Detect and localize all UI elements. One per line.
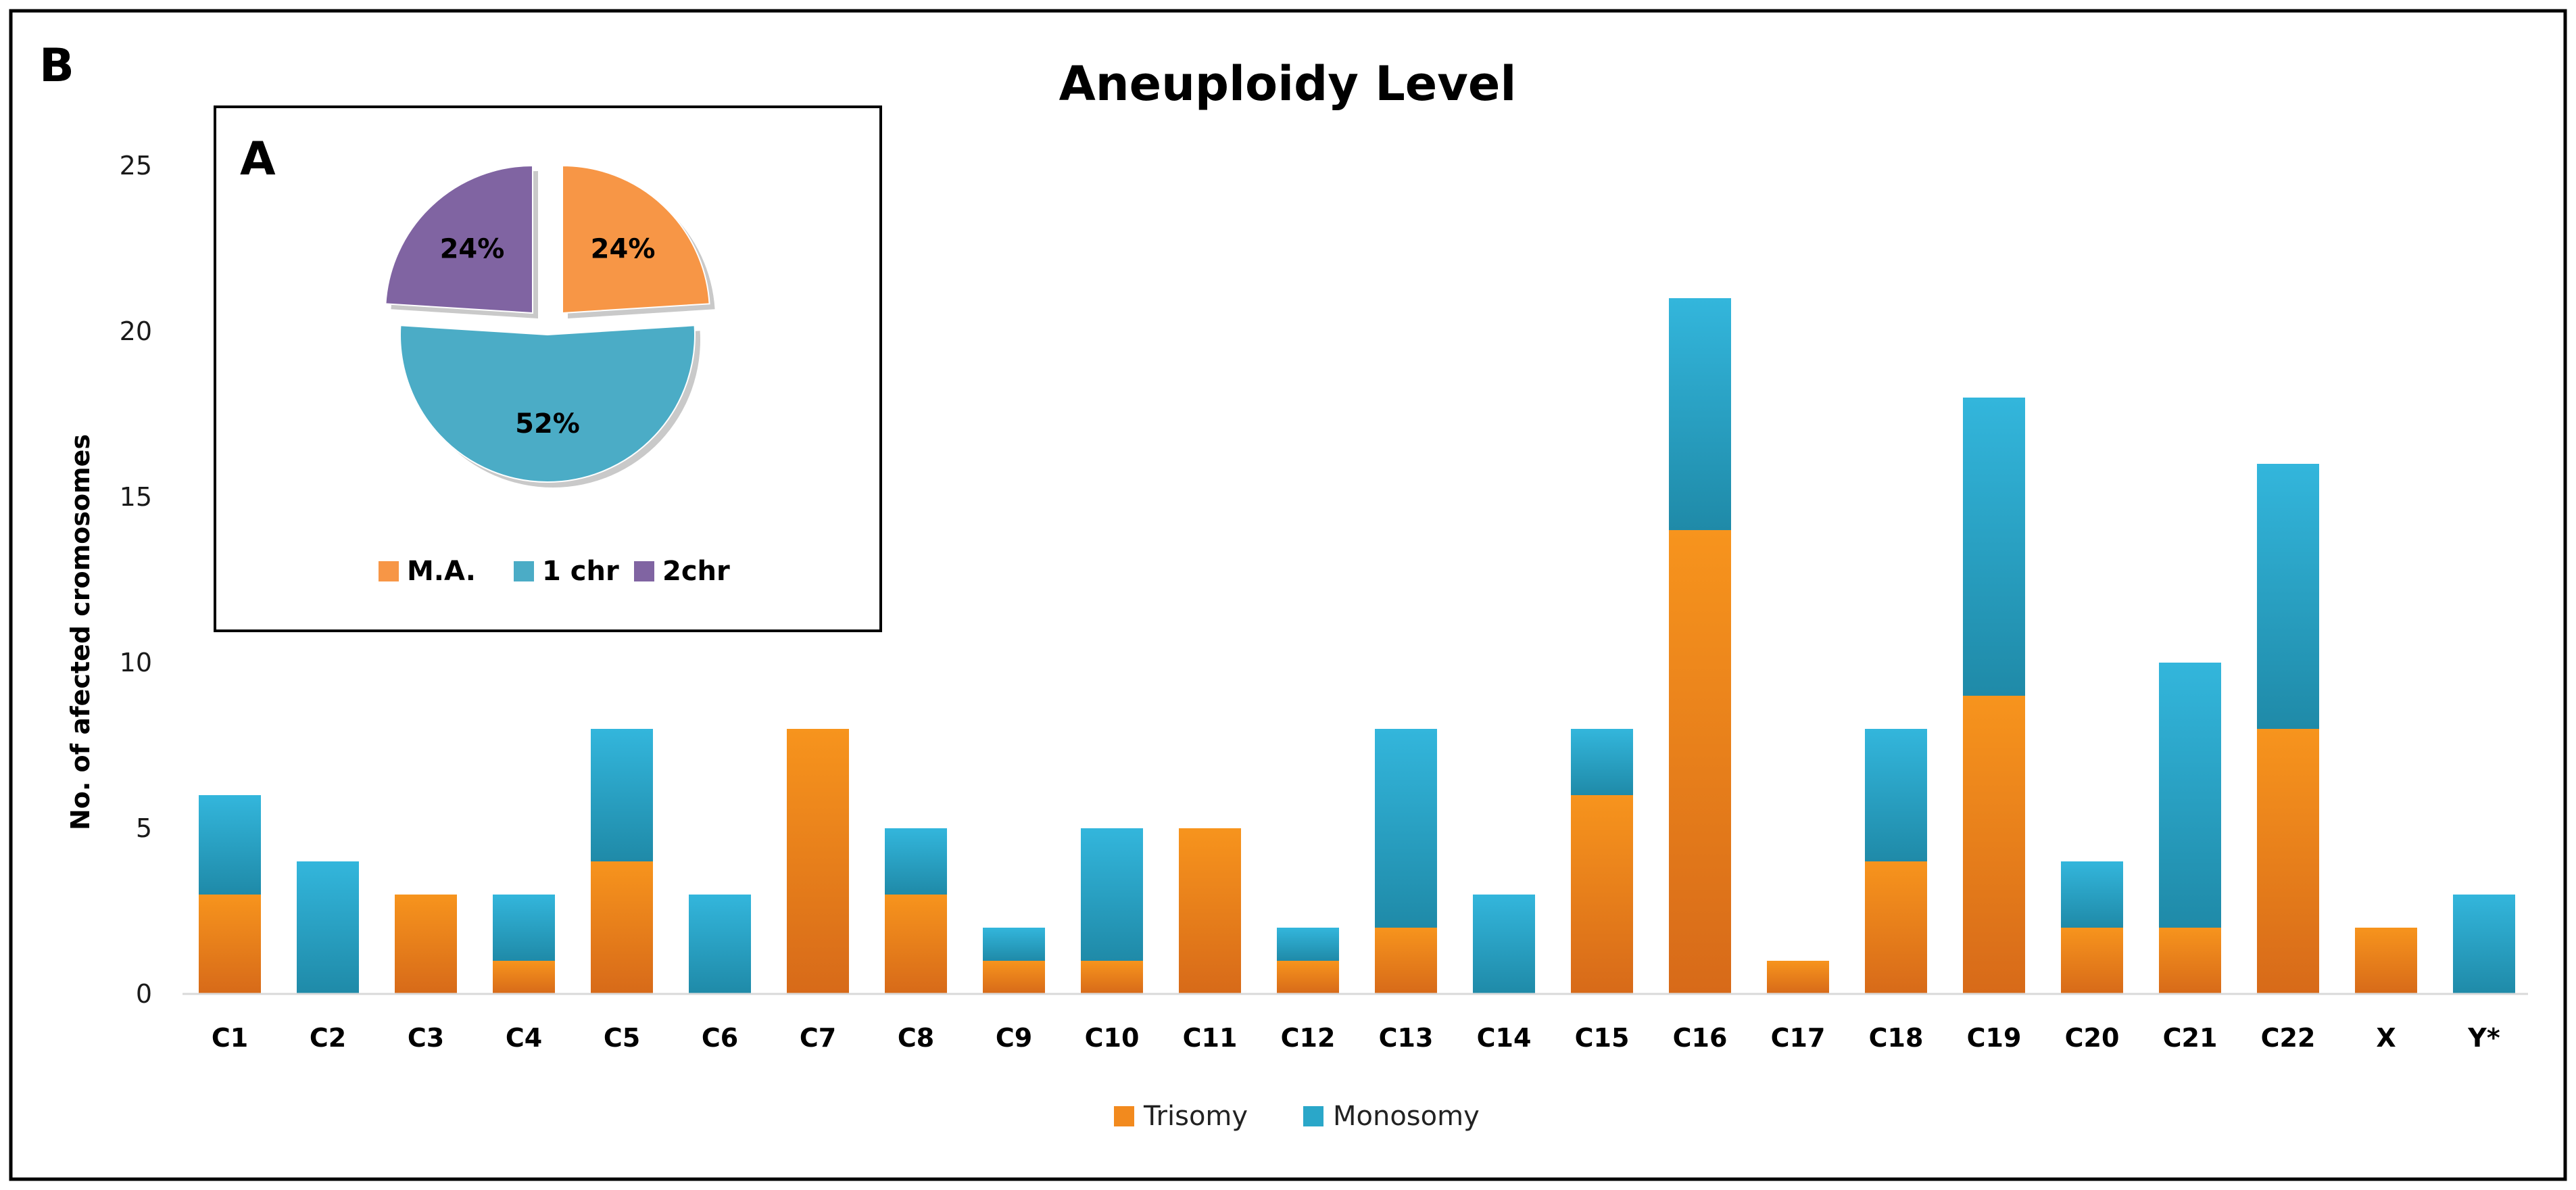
pie-slice-1chr (399, 325, 696, 483)
y-tick-label: 15 (120, 482, 152, 512)
x-tick-label: C2 (310, 1023, 346, 1053)
bar-monosomy-c18 (1865, 729, 1927, 861)
y-tick-label: 25 (120, 151, 152, 181)
pie-slice-2chr (385, 164, 533, 314)
bar-trisomy-c19 (1963, 696, 2025, 994)
x-tick-label: C12 (1281, 1023, 1336, 1053)
bar-trisomy-c12 (1277, 961, 1339, 994)
pie-label-2chr: 24% (440, 234, 505, 265)
panel-label-b: B (39, 39, 74, 93)
bar-monosomy-c5 (591, 729, 653, 861)
pie-slice-ma (562, 164, 710, 314)
x-tick-label: C14 (1477, 1023, 1532, 1053)
x-tick-label: C9 (996, 1023, 1032, 1053)
bar-monosomy-c14 (1473, 895, 1535, 994)
bar-trisomy-c17 (1767, 961, 1829, 994)
x-tick-label: C5 (604, 1023, 640, 1053)
bar-monosomy-c8 (885, 828, 947, 895)
bar-monosomy-c20 (2061, 861, 2123, 928)
y-tick-label: 5 (136, 813, 152, 843)
bar-trisomy-c7 (787, 729, 849, 994)
pie-chart: 24% 52% 24% (385, 164, 715, 487)
bar-trisomy-c13 (1375, 928, 1437, 994)
pie-legend-label-2chr: 2chr (662, 556, 730, 587)
x-tick-label: C4 (506, 1023, 542, 1053)
y-tick-label: 20 (120, 316, 152, 346)
x-tick-label: C22 (2261, 1023, 2316, 1053)
y-axis-ticks: 0 5 10 15 20 25 (120, 151, 152, 1009)
x-tick-label: C18 (1869, 1023, 1924, 1053)
pie-label-1chr: 52% (515, 408, 580, 439)
pie-legend: M.A. 1 chr 2chr (379, 556, 730, 587)
bar-monosomy-c22 (2257, 464, 2319, 729)
pie-legend-label-1chr: 1 chr (542, 556, 619, 587)
pie-legend-swatch-ma (379, 561, 399, 581)
bar-monosomy-c15 (1571, 729, 1633, 795)
chart-title: Aneuploidy Level (1059, 56, 1517, 112)
bar-trisomy-c8 (885, 895, 947, 994)
bar-monosomy-c12 (1277, 928, 1339, 961)
pie-legend-swatch-1chr (514, 561, 534, 581)
y-tick-label: 0 (136, 979, 152, 1009)
bar-monosomy-c21 (2159, 663, 2221, 928)
bar-monosomy-c10 (1081, 828, 1143, 961)
pie-label-ma: 24% (591, 234, 656, 265)
bar-series (199, 298, 2515, 994)
x-tick-label: C6 (702, 1023, 738, 1053)
legend-label-monosomy: Monosomy (1333, 1101, 1480, 1132)
x-tick-label: C11 (1183, 1023, 1238, 1053)
pie-legend-label-ma: M.A. (407, 556, 476, 587)
bar-trisomy-c11 (1179, 828, 1241, 994)
bar-trisomy-c10 (1081, 961, 1143, 994)
bar-monosomy-c16 (1669, 298, 1731, 530)
x-tick-label: C21 (2163, 1023, 2218, 1053)
x-tick-label: C15 (1575, 1023, 1630, 1053)
legend-swatch-monosomy (1303, 1106, 1323, 1126)
bar-monosomy-ystar (2453, 895, 2515, 994)
bar-monosomy-c6 (689, 895, 751, 994)
bar-monosomy-c2 (297, 861, 359, 994)
bar-trisomy-c4 (493, 961, 555, 994)
legend-swatch-trisomy (1114, 1106, 1134, 1126)
y-axis-label: No. of afected cromosomes (66, 434, 95, 830)
x-tick-label: C8 (898, 1023, 934, 1053)
x-tick-label: X (2376, 1023, 2396, 1053)
x-tick-label: C7 (800, 1023, 836, 1053)
bar-trisomy-c21 (2159, 928, 2221, 994)
x-tick-label: C13 (1379, 1023, 1434, 1053)
pie-legend-swatch-2chr (634, 561, 654, 581)
x-tick-label: Y* (2467, 1023, 2500, 1053)
bar-monosomy-c9 (983, 928, 1045, 961)
bar-monosomy-c13 (1375, 729, 1437, 928)
x-tick-label: C17 (1771, 1023, 1826, 1053)
panel-label-a: A (240, 133, 276, 186)
bar-trisomy-c18 (1865, 861, 1927, 994)
bar-monosomy-c4 (493, 895, 555, 961)
bar-trisomy-c9 (983, 961, 1045, 994)
bar-trisomy-x (2355, 928, 2417, 994)
x-tick-label: C19 (1967, 1023, 2022, 1053)
x-tick-label: C16 (1673, 1023, 1728, 1053)
bar-trisomy-c1 (199, 895, 261, 994)
bar-trisomy-c3 (395, 895, 457, 994)
legend-label-trisomy: Trisomy (1143, 1101, 1248, 1132)
main-legend: Trisomy Monosomy (1114, 1101, 1480, 1132)
bar-trisomy-c15 (1571, 795, 1633, 994)
x-tick-label: C20 (2065, 1023, 2120, 1053)
x-tick-label: C1 (212, 1023, 248, 1053)
x-axis-ticks: C1 C2 C3 C4 C5 C6 C7 C8 C9 C10 C11 C12 C13 C14 C15 C16 C… (212, 1023, 2500, 1053)
x-tick-label: C3 (408, 1023, 444, 1053)
bar-trisomy-c22 (2257, 729, 2319, 994)
bar-trisomy-c20 (2061, 928, 2123, 994)
y-tick-label: 10 (120, 648, 152, 677)
bar-monosomy-c19 (1963, 398, 2025, 696)
bar-trisomy-c5 (591, 861, 653, 994)
x-tick-label: C10 (1085, 1023, 1140, 1053)
bar-monosomy-c1 (199, 795, 261, 895)
bar-trisomy-c16 (1669, 530, 1731, 994)
